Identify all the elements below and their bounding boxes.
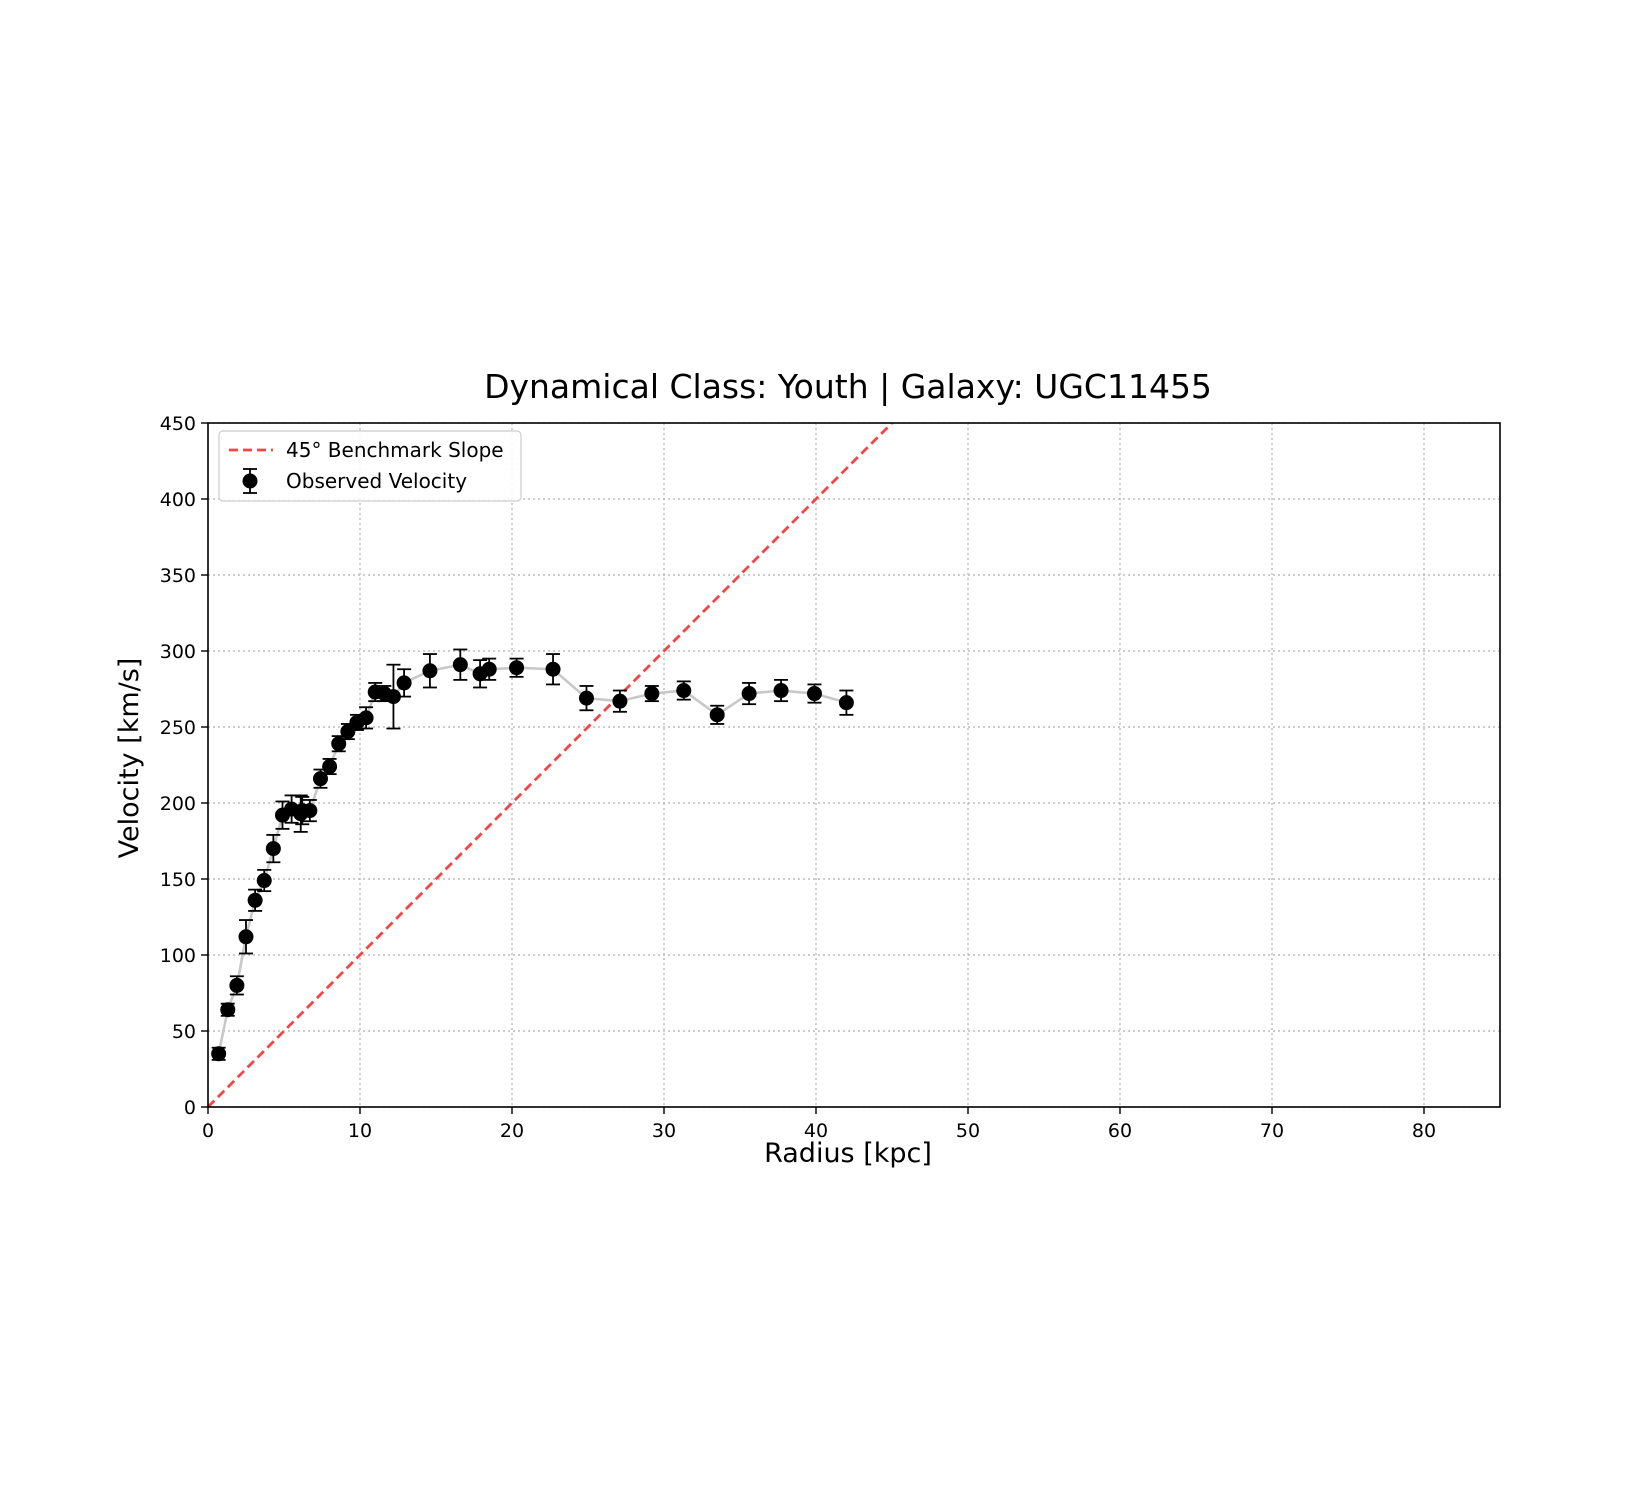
y-tick-label: 0	[184, 1097, 196, 1119]
data-point	[509, 660, 525, 676]
data-point	[773, 683, 789, 699]
data-point	[247, 892, 263, 908]
data-point	[238, 929, 254, 945]
x-tick-label: 80	[1412, 1120, 1436, 1142]
legend-box	[218, 430, 522, 502]
x-tick-label: 40	[804, 1120, 828, 1142]
benchmark-slope-line	[208, 423, 893, 1107]
y-tick-label: 200	[160, 793, 196, 815]
data-point	[229, 977, 245, 993]
data-point	[220, 1002, 236, 1018]
data-point	[385, 689, 401, 705]
legend: 45° Benchmark Slope Observed Velocity	[218, 430, 522, 502]
data-point	[838, 695, 854, 711]
data-point	[302, 803, 318, 819]
y-tick-label: 250	[160, 717, 196, 739]
axis-ticks: 0 10 20 30 40 50 60 70 80 0 50 100 150 200 250 300 350 40…	[160, 413, 1436, 1142]
chart-title: Dynamical Class: Youth | Galaxy: UGC1145…	[484, 367, 1212, 406]
data-point	[256, 873, 272, 889]
x-tick-label: 10	[348, 1120, 372, 1142]
data-point	[612, 693, 628, 709]
x-axis-label: Radius [kpc]	[764, 1138, 932, 1169]
data-point	[312, 771, 328, 787]
data-point	[644, 686, 660, 702]
axes-frame	[207, 422, 1501, 1108]
legend-benchmark-label: 45° Benchmark Slope	[286, 438, 504, 462]
data-point	[322, 759, 338, 775]
x-tick-label: 30	[652, 1120, 676, 1142]
y-tick-label: 50	[172, 1021, 196, 1043]
y-tick-label: 400	[160, 489, 196, 511]
data-point	[578, 690, 594, 706]
data-point	[709, 707, 725, 723]
y-tick-label: 100	[160, 945, 196, 967]
data-point	[676, 683, 692, 699]
data-point	[265, 841, 281, 857]
data-point	[211, 1046, 227, 1062]
grid-lines	[207, 422, 1500, 1108]
data-point	[481, 661, 497, 677]
legend-observed-marker	[242, 473, 258, 489]
y-axis-label: Velocity [km/s]	[114, 658, 145, 859]
data-point	[340, 724, 356, 740]
y-tick-label: 150	[160, 869, 196, 891]
data-point	[806, 686, 822, 702]
x-tick-label: 70	[1260, 1120, 1284, 1142]
x-tick-label: 50	[956, 1120, 980, 1142]
x-tick-label: 0	[202, 1120, 214, 1142]
data-point	[545, 661, 561, 677]
x-tick-label: 60	[1108, 1120, 1132, 1142]
data-point	[452, 657, 468, 673]
data-point	[358, 710, 374, 726]
plot-area	[208, 423, 893, 1107]
y-tick-label: 350	[160, 565, 196, 587]
data-point	[741, 686, 757, 702]
legend-observed-label: Observed Velocity	[286, 469, 467, 493]
y-tick-label: 300	[160, 641, 196, 663]
data-point	[331, 736, 347, 752]
data-point	[422, 663, 438, 679]
x-tick-label: 20	[500, 1120, 524, 1142]
y-tick-label: 450	[160, 413, 196, 435]
data-point	[396, 675, 412, 691]
